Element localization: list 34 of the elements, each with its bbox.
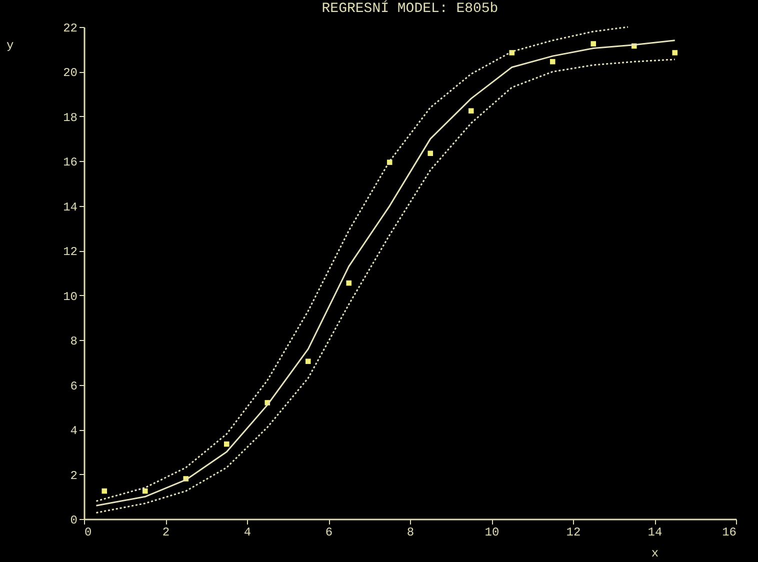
point <box>550 59 556 64</box>
y-tick-label: 2 <box>70 468 78 483</box>
point <box>672 50 678 56</box>
y-tick-label: 22 <box>63 22 78 36</box>
y-tick-label: 0 <box>70 514 78 528</box>
y-tick-label: 20 <box>63 66 78 80</box>
point <box>102 488 108 494</box>
y-axis-title: y <box>6 38 14 52</box>
x-tick-label: 8 <box>406 526 414 540</box>
y-tick-label: 18 <box>63 110 78 125</box>
x-tick-label: 16 <box>722 526 736 540</box>
chart-title: REGRESNÍ MODEL: E805b <box>322 0 498 17</box>
y-tick-label: 4 <box>70 424 78 438</box>
y-tick-label: 14 <box>63 200 78 214</box>
y-tick-label: 16 <box>63 156 78 170</box>
point <box>590 41 596 46</box>
x-tick-label: 4 <box>244 526 252 540</box>
point <box>305 358 311 364</box>
x-tick-label: 0 <box>84 526 92 540</box>
x-axis-title: x <box>651 546 659 560</box>
point <box>428 150 434 156</box>
point <box>142 488 148 494</box>
x-tick-label: 10 <box>484 526 500 540</box>
x-tick-label: 6 <box>325 526 333 540</box>
x-tick-label: 2 <box>162 526 170 540</box>
y-tick-label: 6 <box>70 379 78 394</box>
y-tick-label: 12 <box>63 245 78 260</box>
x-tick-label: 14 <box>648 526 662 540</box>
y-tick-label: 8 <box>70 334 78 349</box>
point <box>346 280 352 286</box>
y-tick-label: 10 <box>63 290 78 304</box>
point <box>224 441 230 447</box>
point <box>468 108 474 114</box>
x-tick-label: 12 <box>566 526 581 540</box>
